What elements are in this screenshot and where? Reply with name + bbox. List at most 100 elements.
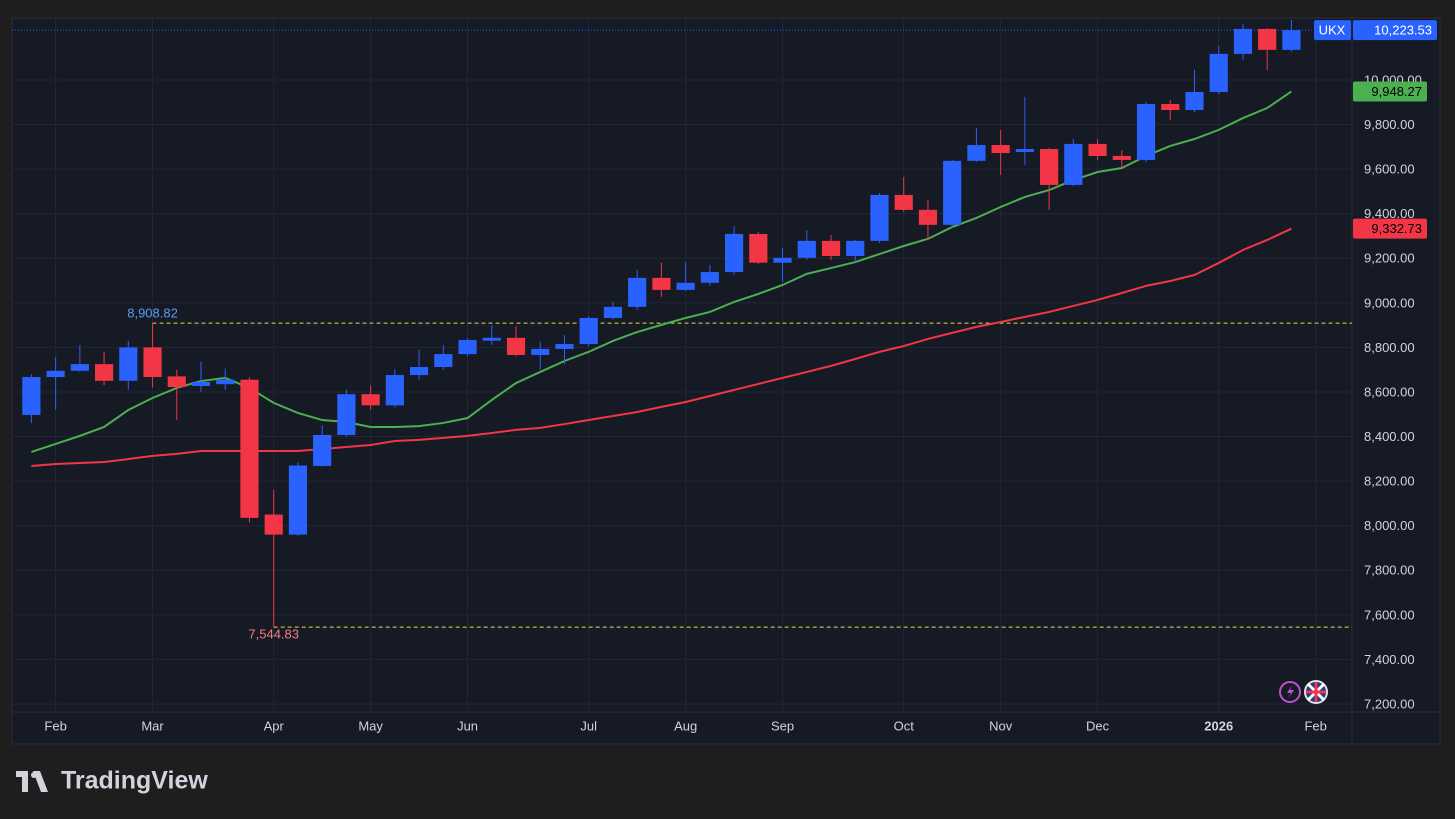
candle-body — [918, 209, 938, 225]
candle-body — [821, 240, 841, 257]
y-tick-label: 9,200.00 — [1364, 251, 1415, 266]
x-tick-label: Jul — [580, 718, 597, 733]
candle-body — [264, 514, 283, 535]
candle-body — [1161, 104, 1180, 111]
y-tick-label: 8,000.00 — [1364, 518, 1415, 533]
candle-body — [119, 347, 138, 381]
candle-body — [46, 370, 65, 378]
grid — [12, 18, 1352, 712]
candle-body — [506, 337, 526, 355]
candle-body — [143, 347, 162, 378]
y-tick-label: 9,600.00 — [1364, 162, 1415, 177]
candle-body — [361, 394, 380, 406]
candle-body — [943, 160, 962, 225]
x-tick-label: Dec — [1086, 718, 1110, 733]
candle-body — [1282, 30, 1301, 50]
candle-body — [894, 194, 913, 210]
candle-body — [1040, 149, 1059, 185]
candle-body — [216, 379, 235, 385]
candle-body — [1112, 155, 1131, 160]
candle-body — [288, 465, 308, 535]
candle-body — [385, 375, 404, 406]
candle-body — [434, 354, 453, 368]
ma-tag — [1353, 81, 1427, 102]
candle-body — [579, 317, 598, 345]
y-tick-label: 7,600.00 — [1364, 607, 1415, 622]
candle-body — [555, 344, 574, 349]
icons — [1279, 680, 1328, 704]
candle-body — [1185, 91, 1204, 111]
x-tick-label: Oct — [894, 718, 915, 733]
x-tick-label: May — [358, 718, 383, 733]
candle-body — [1233, 28, 1253, 54]
candle-body — [749, 233, 768, 263]
candle-body — [410, 367, 429, 376]
candle-body — [725, 233, 744, 273]
y-tick-label: 9,400.00 — [1364, 206, 1415, 221]
ma-tag — [1353, 218, 1427, 239]
candle-body — [797, 240, 816, 258]
level-label: 7,544.83 — [248, 627, 299, 642]
price-tag — [1353, 20, 1437, 41]
candle-body — [531, 348, 550, 355]
candle-body — [167, 376, 186, 388]
x-tick-label: Nov — [989, 718, 1013, 733]
candle-body — [773, 257, 792, 263]
y-tick-label: 8,400.00 — [1364, 429, 1415, 444]
candle-body — [652, 277, 671, 290]
candle-body — [1088, 143, 1107, 156]
x-tick-label: Aug — [674, 718, 697, 733]
y-tick-label: 7,800.00 — [1364, 563, 1415, 578]
symbol-tag — [1314, 20, 1351, 41]
y-tick-label: 8,600.00 — [1364, 384, 1415, 399]
candle-body — [22, 377, 41, 415]
x-tick-label: Apr — [264, 718, 285, 733]
x-tick-label: Jun — [457, 718, 478, 733]
candle-body — [191, 381, 211, 386]
ma-tag-label: 9,332.73 — [1371, 221, 1422, 236]
candle-body — [1209, 53, 1228, 92]
event-icon[interactable] — [1279, 681, 1301, 703]
x-tick-label: Feb — [1304, 718, 1326, 733]
x-tick-label: Feb — [44, 718, 66, 733]
candle-body — [991, 145, 1010, 154]
x-tick-label: 2026 — [1204, 718, 1233, 733]
x-tick-label: Mar — [141, 718, 164, 733]
y-tick-label: 8,800.00 — [1364, 340, 1415, 355]
y-tick-label: 7,200.00 — [1364, 696, 1415, 711]
candle-body — [1015, 149, 1034, 152]
level-label: 8,908.82 — [127, 306, 178, 321]
candle-body — [846, 240, 865, 257]
ma-tag-label: 9,948.27 — [1371, 84, 1422, 99]
candle-body — [240, 379, 259, 518]
y-tick-label: 9,000.00 — [1364, 295, 1415, 310]
brand: TradingView — [61, 767, 208, 795]
flag-red — [1306, 682, 1326, 702]
candle-body — [458, 340, 477, 355]
axes: 7,200.00 7,400.00 7,600.00 7,800.00 8,000.00… — [44, 20, 1437, 733]
candle-body — [337, 394, 356, 435]
logo: TradingView — [16, 767, 208, 795]
candle-body — [603, 306, 623, 318]
bolt — [1287, 685, 1294, 699]
price-tag-label: 10,223.53 — [1374, 23, 1432, 38]
candle-body — [628, 277, 647, 307]
symbol-label: UKX — [1319, 23, 1346, 38]
candle-body — [870, 194, 889, 241]
candle-body — [700, 272, 719, 283]
candle-body — [70, 364, 89, 371]
plot: 8,908.82 7,544.83 — [12, 20, 1352, 642]
candle-body — [482, 337, 501, 341]
candle-body — [967, 145, 986, 161]
y-tick-label: 8,200.00 — [1364, 474, 1415, 489]
candle-body — [676, 282, 695, 290]
candle-body — [94, 364, 114, 381]
candle-body — [1136, 104, 1156, 160]
candle-body — [1258, 28, 1277, 50]
logo-dot — [31, 772, 37, 778]
candle-body — [1064, 143, 1083, 185]
x-tick-label: Sep — [771, 718, 794, 733]
y-tick-label: 7,400.00 — [1364, 652, 1415, 667]
